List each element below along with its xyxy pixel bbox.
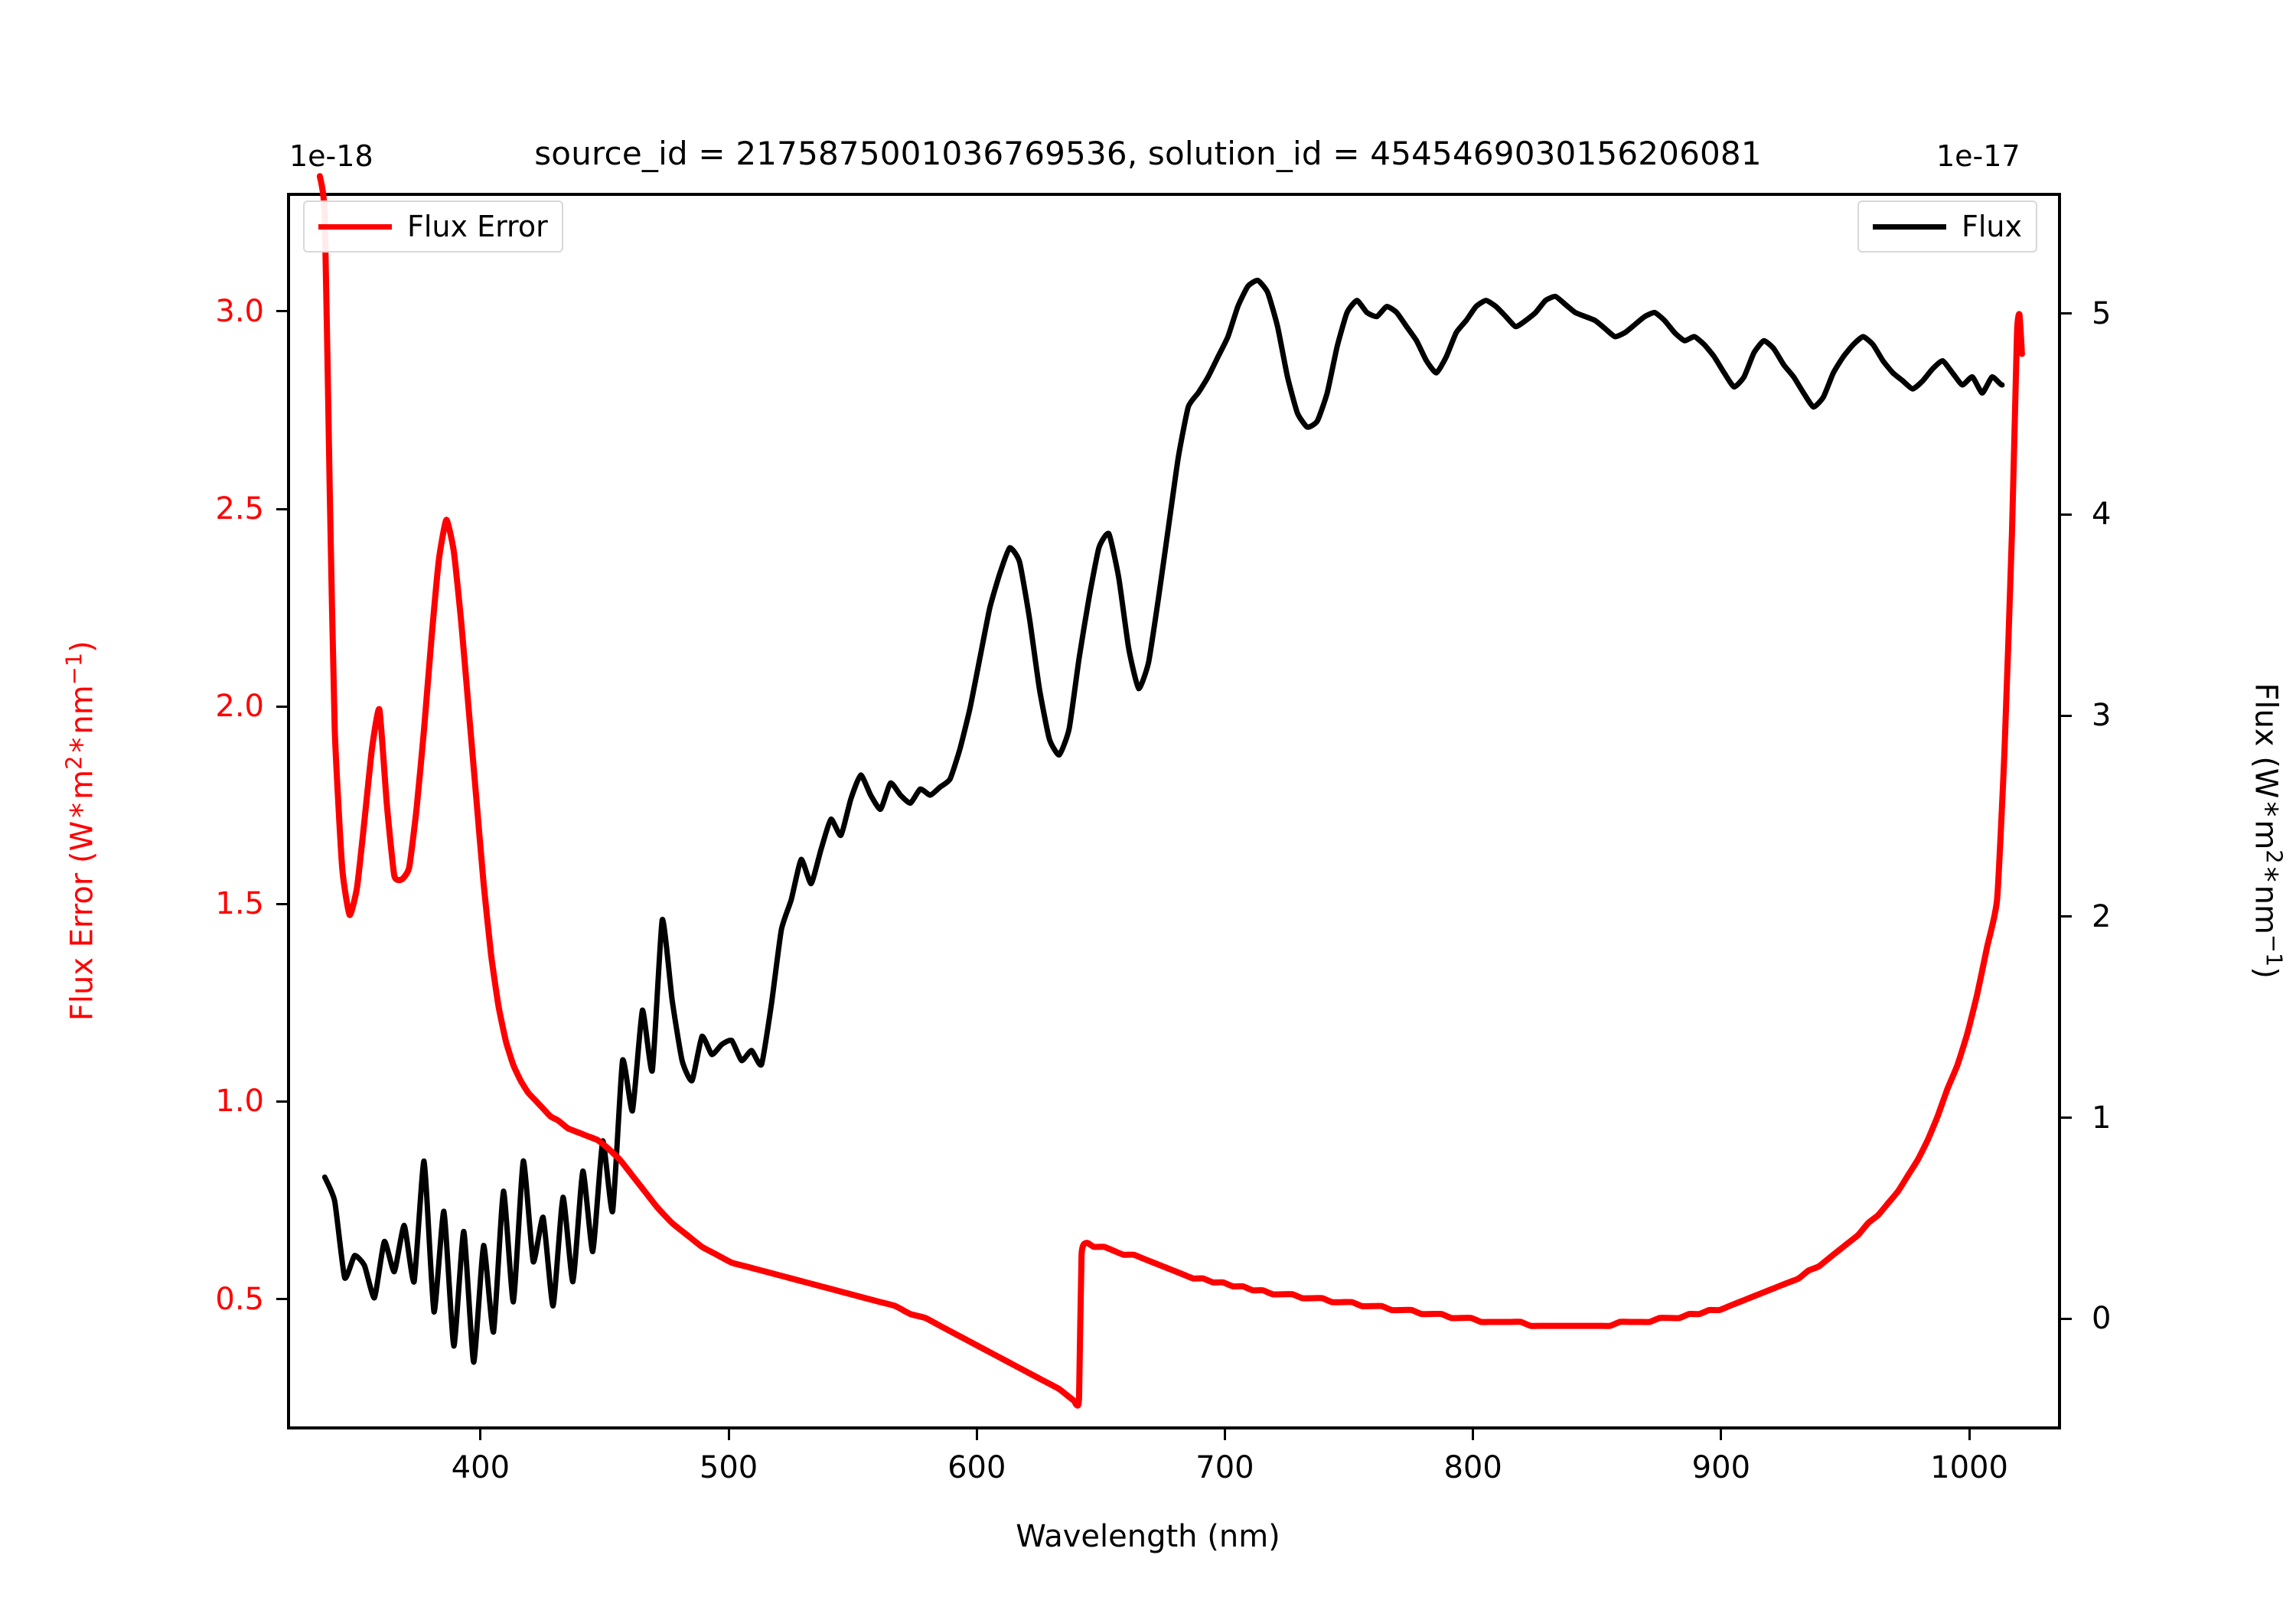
- x-axis-label: Wavelength (nm): [1016, 1519, 1280, 1554]
- right-y-tick-label: 5: [2092, 295, 2112, 331]
- legend-label-flux-error: Flux Error: [407, 210, 548, 243]
- left-y-tick-label: 1.0: [215, 1084, 264, 1120]
- x-tick-label: 700: [1195, 1450, 1254, 1485]
- legend-flux[interactable]: Flux: [1857, 200, 2037, 253]
- right-axis-offset-label: 1e-17: [1936, 139, 2020, 173]
- left-y-tick-label: 0.5: [215, 1281, 264, 1317]
- left-y-tick-mark: [276, 705, 287, 708]
- right-y-tick-label: 3: [2092, 698, 2112, 734]
- left-y-tick-mark: [276, 1298, 287, 1301]
- right-y-tick-mark: [2061, 312, 2072, 315]
- left-y-tick-mark: [276, 507, 287, 510]
- plot-area: [287, 173, 2061, 1429]
- x-tick-mark: [479, 1429, 482, 1440]
- left-axis-offset-label: 1e-18: [289, 139, 373, 173]
- right-y-tick-mark: [2061, 1116, 2072, 1120]
- left-y-tick-label: 3.0: [215, 293, 264, 329]
- x-tick-label: 800: [1443, 1450, 1502, 1485]
- flux-line: [321, 277, 2005, 1365]
- x-tick-mark: [1720, 1429, 1723, 1440]
- left-y-axis-label: Flux Error (W * m2 * nm−1): [60, 641, 100, 1022]
- x-tick-mark: [1472, 1429, 1475, 1440]
- right-y-tick-label: 4: [2092, 497, 2112, 533]
- right-y-tick-label: 1: [2092, 1100, 2112, 1136]
- data-curves: [316, 173, 2025, 1409]
- x-tick-label: 600: [947, 1450, 1006, 1485]
- left-y-tick-label: 2.5: [215, 491, 264, 527]
- x-tick-label: 1000: [1930, 1450, 2008, 1485]
- right-y-tick-mark: [2061, 714, 2072, 717]
- left-y-tick-mark: [276, 902, 287, 905]
- legend-flux-error[interactable]: Flux Error: [303, 200, 563, 253]
- right-y-tick-label: 2: [2092, 898, 2112, 934]
- x-tick-mark: [1223, 1429, 1226, 1440]
- legend-label-flux: Flux: [1962, 210, 2022, 243]
- chart-title: source_id = 2175875001036769536, solutio…: [534, 135, 1762, 172]
- x-tick-label: 500: [699, 1450, 758, 1485]
- right-y-tick-mark: [2061, 915, 2072, 918]
- left-y-tick-label: 2.0: [215, 689, 264, 725]
- right-y-axis-label: Flux (W * m2 * nm−1): [2248, 683, 2288, 979]
- right-y-tick-label: 0: [2092, 1301, 2112, 1337]
- flux-error-line: [316, 173, 2025, 1409]
- left-y-tick-mark: [276, 310, 287, 313]
- x-tick-mark: [1968, 1429, 1971, 1440]
- legend-swatch-flux-error: [318, 223, 392, 230]
- right-y-tick-mark: [2061, 1317, 2072, 1320]
- x-tick-label: 900: [1691, 1450, 1751, 1485]
- x-tick-mark: [975, 1429, 978, 1440]
- left-y-tick-mark: [276, 1100, 287, 1103]
- right-y-tick-mark: [2061, 513, 2072, 516]
- x-tick-label: 400: [451, 1450, 510, 1485]
- legend-swatch-flux: [1873, 223, 1946, 230]
- x-tick-mark: [727, 1429, 730, 1440]
- left-y-tick-label: 1.5: [215, 886, 264, 922]
